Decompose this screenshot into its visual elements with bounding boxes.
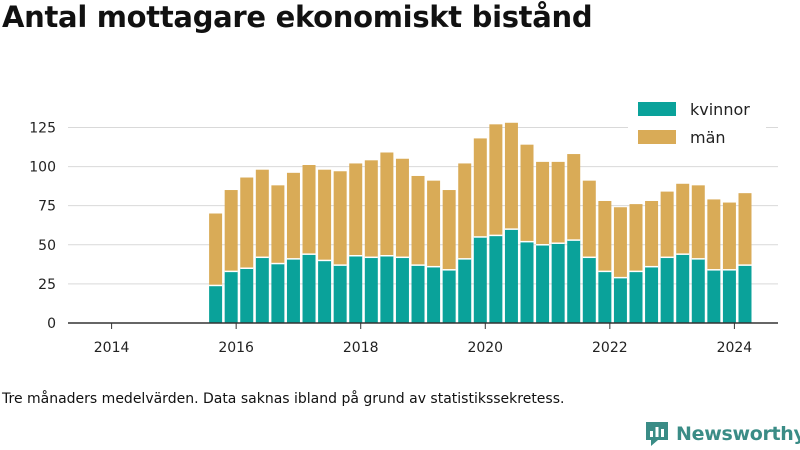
y-tick-label: 125	[29, 120, 56, 136]
x-tick-label: 2022	[592, 340, 628, 356]
bar-kvinnor	[738, 265, 752, 323]
bar-man	[582, 180, 596, 258]
bar-man	[676, 183, 690, 255]
bar-kvinnor	[567, 240, 581, 323]
bar-kvinnor	[333, 265, 347, 323]
bar-man	[286, 172, 300, 259]
x-tick-label: 2024	[717, 340, 753, 356]
bar-man	[349, 163, 363, 256]
brand-name: Newsworthy	[676, 423, 800, 445]
bar-kvinnor	[380, 255, 394, 323]
chart-title: Antal mottagare ekonomiskt bistånd	[2, 0, 593, 34]
y-tick-label: 50	[38, 238, 56, 254]
bar-kvinnor	[240, 268, 254, 323]
bar-kvinnor	[411, 265, 425, 323]
y-tick-label: 0	[47, 316, 56, 332]
bar-kvinnor	[255, 257, 269, 323]
bar-kvinnor	[489, 235, 503, 323]
y-tick-label: 25	[38, 277, 56, 293]
bar-man	[613, 207, 627, 278]
bar-kvinnor	[349, 255, 363, 323]
bar-kvinnor	[691, 258, 705, 323]
x-tick-label: 2016	[218, 340, 254, 356]
bar-kvinnor	[613, 277, 627, 323]
bar-kvinnor	[442, 269, 456, 323]
bar-kvinnor	[286, 258, 300, 323]
bar-man	[271, 185, 285, 264]
bar-kvinnor	[224, 271, 238, 323]
bar-kvinnor	[536, 244, 550, 323]
bar-man	[411, 175, 425, 266]
bar-man	[364, 160, 378, 258]
bar-man	[318, 169, 332, 261]
bars	[209, 122, 752, 323]
bar-man	[645, 200, 659, 267]
bar-kvinnor	[504, 229, 518, 323]
bar-kvinnor	[520, 241, 534, 323]
bar-man	[427, 180, 441, 267]
bar-kvinnor	[209, 285, 223, 323]
bar-man	[660, 191, 674, 258]
bar-man	[691, 185, 705, 259]
bar-man	[473, 138, 487, 237]
legend-swatch-kvinnor	[638, 102, 676, 116]
y-tick-label: 75	[38, 199, 56, 215]
bar-kvinnor	[676, 254, 690, 323]
bar-man	[458, 163, 472, 259]
x-tick-label: 2014	[94, 340, 130, 356]
bar-man	[380, 152, 394, 256]
bar-kvinnor	[458, 258, 472, 323]
footnote: Tre månaders medelvärden. Data saknas ib…	[2, 391, 565, 407]
x-tick-label: 2020	[467, 340, 503, 356]
bar-man	[209, 213, 223, 286]
bar-man	[489, 124, 503, 236]
bar-kvinnor	[660, 257, 674, 323]
bar-kvinnor	[427, 266, 441, 323]
y-tick-label: 100	[29, 160, 56, 176]
bar-kvinnor	[395, 257, 409, 323]
bar-kvinnor	[722, 269, 736, 323]
bar-kvinnor	[473, 236, 487, 323]
chart: 0 25 50 75 100 125 2014 2016 2018 2020 2022 2024 k…	[29, 94, 778, 356]
bar-kvinnor	[582, 257, 596, 323]
newsworthy-logo-icon	[646, 422, 668, 446]
bar-man	[707, 199, 721, 270]
bar-man	[598, 200, 612, 272]
y-axis: 0 25 50 75 100 125	[29, 120, 56, 332]
legend: kvinnor män	[628, 94, 766, 154]
bar-man	[395, 158, 409, 258]
bar-man	[738, 193, 752, 266]
bar-kvinnor	[598, 271, 612, 323]
bar-kvinnor	[318, 260, 332, 323]
x-axis: 2014 2016 2018 2020 2022 2024	[68, 322, 778, 356]
bar-kvinnor	[302, 254, 316, 323]
bar-man	[255, 169, 269, 258]
bar-man	[333, 171, 347, 266]
legend-label: män	[690, 128, 726, 147]
bar-kvinnor	[364, 257, 378, 323]
bar-man	[520, 144, 534, 242]
bar-kvinnor	[645, 266, 659, 323]
bar-man	[551, 161, 565, 244]
bar-man	[442, 190, 456, 270]
bar-kvinnor	[629, 271, 643, 323]
bar-man	[224, 190, 238, 272]
bar-man	[536, 161, 550, 245]
bar-kvinnor	[271, 263, 285, 323]
bar-kvinnor	[551, 243, 565, 323]
bar-kvinnor	[707, 269, 721, 323]
legend-label: kvinnor	[690, 100, 750, 119]
bar-man	[240, 177, 254, 269]
legend-swatch-man	[638, 130, 676, 144]
bar-man	[722, 202, 736, 270]
bar-man	[629, 204, 643, 272]
bar-man	[302, 165, 316, 255]
bar-man	[567, 154, 581, 241]
bar-man	[504, 122, 518, 230]
x-tick-label: 2018	[343, 340, 379, 356]
brand-logo: Newsworthy	[644, 420, 800, 448]
